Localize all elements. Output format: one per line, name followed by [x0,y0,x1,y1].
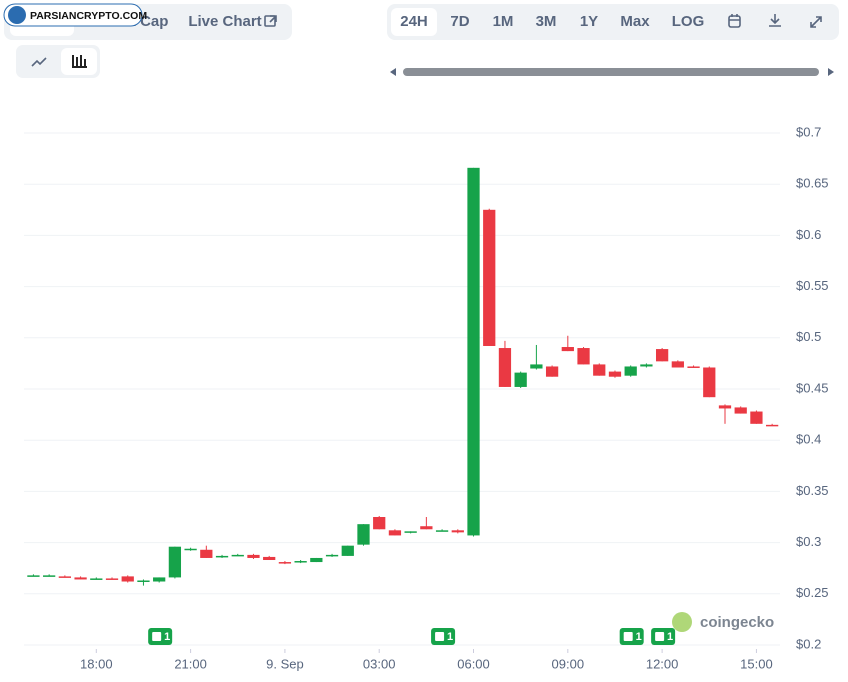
candle-body [718,405,732,409]
event-label: 1 [164,631,170,643]
candle-body [467,167,480,536]
candle-body [404,531,417,533]
y-tick-label: $0.5 [796,329,821,344]
candle-body [498,348,512,387]
candle-body [294,561,307,563]
event-label: 1 [636,631,642,643]
watermark-logo [672,612,692,632]
y-tick-label: $0.65 [796,176,829,191]
y-tick-label: $0.3 [796,534,821,549]
candle-body [750,411,763,424]
y-tick-label: $0.7 [796,124,821,139]
chart-type-selected[interactable] [61,48,97,75]
candle-chart-icon[interactable] [72,55,87,68]
range-button[interactable]: 7D [450,13,469,30]
range-button[interactable]: 1Y [580,13,598,30]
site-badge [3,3,143,27]
candle-body [671,361,684,368]
candle-body [687,366,700,368]
candle-body [655,349,669,362]
x-tick-label: 06:00 [457,656,490,671]
candle-body [435,530,449,532]
candle-body [545,366,559,377]
candle-body [420,526,433,530]
x-tick-label: 18:00 [80,656,113,671]
y-tick-label: $0.55 [796,278,829,293]
candle-body [278,562,292,564]
candle-body [703,367,716,398]
range-group [387,4,839,40]
candle-body [608,371,622,377]
candle-body [43,575,56,577]
candle-body [121,576,134,582]
candle-body [640,364,653,367]
candle-body [90,578,103,580]
chart-watermark: coingecko [700,614,774,631]
range-selected[interactable] [391,8,437,36]
tab[interactable]: Live Chart [188,13,261,30]
candle-body [247,554,260,558]
candle-body [624,366,637,376]
candle-body [766,424,779,427]
event-label: 1 [447,631,453,643]
candle-body [483,209,496,346]
x-tick-label: 21:00 [174,656,207,671]
y-tick-label: $0.25 [796,585,829,600]
candle-body [451,530,464,533]
candle-body [263,556,276,561]
event-icon [435,632,445,641]
candle-body [137,580,150,582]
event-icon [623,632,633,641]
candle-body [310,557,323,563]
range-button[interactable]: 24H [400,13,428,30]
candle-body [341,545,354,556]
y-tick-label: $0.4 [796,432,821,447]
external-icon [264,15,277,27]
candle-body [200,549,213,558]
x-tick-label: 15:00 [740,656,773,671]
site-logo [8,6,26,24]
range-button[interactable]: Max [620,13,650,30]
candle-body [734,407,747,414]
candle-body [184,548,197,551]
x-tick-label: 12:00 [646,656,679,671]
event-icon [655,632,665,641]
x-tick-label: 9. Sep [266,656,304,671]
candle-body [593,364,606,376]
candle-body [530,364,543,369]
event-label: 1 [667,631,673,643]
range-button[interactable]: 3M [536,13,557,30]
candle-body [357,524,370,545]
range-button[interactable]: LOG [672,13,705,30]
y-tick-label: $0.6 [796,227,821,242]
scrollbar[interactable] [403,68,819,76]
candle-body [153,577,166,582]
x-tick-label: 09:00 [552,656,585,671]
candle-body [215,555,229,558]
candle-body [325,554,339,557]
y-tick-label: $0.2 [796,636,821,651]
x-tick-label: 03:00 [363,656,396,671]
candle-body [373,517,386,530]
candle-body [577,348,590,365]
toolbar-icons[interactable] [728,14,822,28]
candle-body [231,554,244,557]
line-chart-icon[interactable] [31,57,47,67]
candle-body [514,372,527,387]
candle-body [58,576,71,578]
site-watermark: PARSIANCRYPTO.COM [30,10,147,22]
candle-body [168,546,182,578]
y-tick-label: $0.45 [796,380,829,395]
candle-body [27,575,40,577]
y-tick-label: $0.35 [796,483,829,498]
event-icon [152,632,162,641]
candle-body [74,577,87,580]
candle-body [561,347,574,352]
candle-body [388,530,402,536]
range-button[interactable]: 1M [493,13,514,30]
candle-body [105,578,119,580]
